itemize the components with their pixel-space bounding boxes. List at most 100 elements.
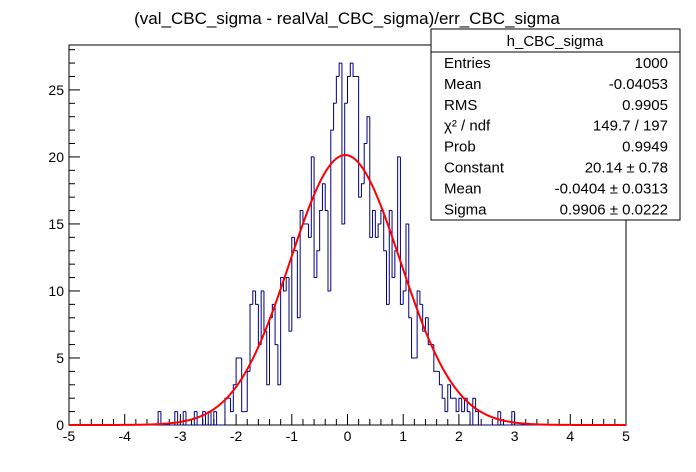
histogram-bin: [441, 384, 445, 399]
histogram-bin: [514, 411, 518, 426]
stats-row-label: Sigma: [444, 201, 487, 218]
stats-box-frame: [430, 28, 681, 221]
histogram-bin: [408, 223, 412, 319]
histogram-bin: [338, 62, 342, 77]
histogram-bin: [204, 411, 209, 426]
stats-row-label: Mean: [444, 180, 482, 197]
histogram-bin: [280, 277, 284, 385]
gaussian-fit: [69, 154, 626, 426]
histogram-bin: [274, 304, 278, 346]
stats-box: h_CBC_sigma Entries 1000 Mean -0.04053 RMS 0.…: [430, 28, 681, 221]
histogram-bin: [232, 384, 237, 412]
fit-curve: [69, 154, 626, 426]
stats-row-label: χ² / ndf: [444, 118, 491, 135]
histogram-bin: [405, 223, 409, 291]
x-tick-label: -2: [230, 428, 243, 444]
histogram-bin: [385, 250, 390, 305]
histogram-bin: [277, 344, 281, 386]
histogram-bin: [263, 290, 267, 332]
histogram-bin: [477, 411, 482, 426]
histogram-bin: [497, 411, 501, 425]
x-tick-label: 4: [566, 428, 574, 444]
histogram-bin: [347, 76, 351, 104]
histogram-bin: [511, 411, 515, 425]
stats-row-label: RMS: [444, 97, 477, 114]
histogram-bin: [475, 398, 479, 413]
x-tick-label: 5: [622, 428, 630, 444]
histogram-bin: [252, 290, 256, 305]
stats-row-value: 0.9949: [622, 139, 668, 156]
stats-row-label: Constant: [444, 160, 505, 177]
stats-row-label: Prob: [444, 139, 476, 156]
histogram-bin: [363, 143, 367, 184]
stats-row-value: -0.0404 ± 0.0313: [555, 180, 668, 197]
stats-row-label: Entries: [444, 55, 491, 72]
stats-row-value: 1000: [635, 55, 668, 72]
histogram-bin: [438, 371, 443, 386]
histogram-bin: [424, 317, 429, 332]
histogram-bin: [447, 384, 451, 412]
stats-row-label: Mean: [444, 76, 482, 93]
histogram-bin: [455, 398, 459, 413]
histogram-bin: [360, 183, 365, 198]
stats-row-value: 0.9906 ± 0.0222: [560, 201, 668, 218]
histogram-bin: [177, 411, 181, 426]
y-tick-label: 25: [48, 82, 64, 98]
histogram-bin: [358, 76, 362, 198]
histogram-bin: [461, 398, 465, 413]
y-tick-label: 10: [48, 283, 64, 299]
histogram-bin: [316, 250, 320, 278]
histogram-bin: [327, 210, 331, 292]
histogram-bin: [450, 384, 454, 399]
histogram-bin: [224, 397, 228, 425]
histogram-bin: [397, 156, 401, 251]
histogram-bin: [399, 156, 404, 305]
histogram-bin: [160, 411, 164, 426]
x-axis: -5 -4 -3 -2 -1 0 1 2 3 4 5: [63, 414, 630, 444]
histogram-bin: [391, 210, 395, 279]
x-tick-label: -1: [286, 428, 299, 444]
histogram-bin: [269, 317, 273, 385]
y-tick-label: 15: [48, 216, 64, 232]
histogram-bin: [210, 411, 214, 426]
stats-box-title: h_CBC_sigma: [507, 33, 604, 50]
histogram-bin: [299, 210, 303, 318]
histogram-bin: [374, 210, 379, 238]
histogram-bin: [196, 411, 200, 426]
x-tick-label: -4: [118, 428, 131, 444]
histogram-bin: [157, 411, 161, 425]
histogram-bin: [249, 303, 253, 372]
y-tick-label: 5: [56, 350, 64, 366]
histogram-bin: [416, 290, 420, 358]
histogram-bin: [419, 290, 423, 305]
histogram-bin: [388, 210, 393, 305]
stats-row-value: 20.14 ± 0.78: [585, 160, 668, 177]
histogram-bin: [241, 357, 245, 413]
histogram-bin: [444, 398, 448, 413]
histogram-bin: [174, 411, 178, 425]
histogram-bin: [230, 398, 234, 413]
histogram-bin: [402, 290, 406, 305]
x-tick-label: 3: [511, 428, 519, 444]
chart-title: (val_CBC_sigma - realVal_CBC_sigma)/err_…: [134, 9, 560, 28]
histogram-bin: [500, 411, 504, 426]
histogram-bin: [366, 116, 370, 144]
histogram-bin: [216, 411, 220, 426]
y-axis: 0 5 10 15 20 25: [48, 49, 80, 433]
x-tick-label: 1: [399, 428, 407, 444]
histogram-bin: [255, 290, 259, 305]
histogram-bin: [260, 290, 264, 345]
histogram-bin: [344, 102, 348, 224]
histogram-bin: [411, 317, 415, 359]
histogram-bin: [469, 411, 473, 426]
histogram-bin: [246, 370, 251, 412]
histogram-bin: [433, 344, 437, 372]
histogram-bin: [321, 183, 326, 211]
stats-row-value: 149.7 / 197: [593, 118, 668, 135]
histogram-bin: [319, 210, 323, 251]
histogram-bin: [266, 331, 270, 386]
histogram-bin: [377, 223, 381, 238]
histogram-bin: [341, 63, 345, 225]
histogram-bin: [352, 63, 356, 77]
